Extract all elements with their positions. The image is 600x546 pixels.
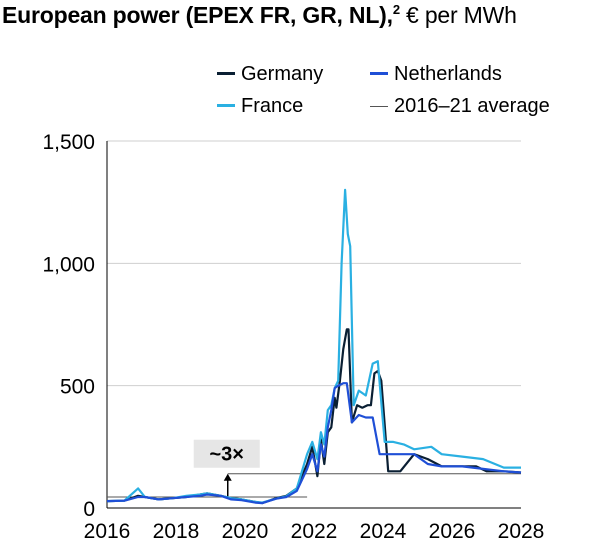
series-layer — [106, 188, 522, 505]
x-tick-label-2026: 2026 — [429, 520, 476, 543]
annotation-layer: ~3× — [193, 439, 521, 497]
x-tick-label-2016: 2016 — [84, 520, 131, 543]
series-line-france — [106, 188, 521, 504]
tick-layer: 0 500 1,000 1,500 2016 2018 2020 2022 2024 2026 20… — [42, 131, 544, 543]
chart-title-footnote: 2 — [392, 2, 400, 17]
legend-label-netherlands: Netherlands — [394, 63, 502, 85]
chart-title: European power (EPEX FR, GR, NL),2 € per… — [2, 2, 517, 29]
grid-layer — [107, 140, 521, 387]
axis-layer — [106, 141, 521, 509]
legend-label-france: France — [241, 95, 304, 117]
annotation-box — [193, 439, 260, 468]
annotation-label: ~3× — [210, 444, 244, 466]
chart-title-bold: European power (EPEX FR, GR, NL), — [2, 2, 393, 28]
x-tick-label-2018: 2018 — [153, 520, 200, 543]
legend-label-germany: Germany — [241, 63, 324, 85]
legend-swatch-france — [217, 104, 235, 108]
legend-item-average: 2016–21 average — [370, 94, 550, 118]
chart-legend: Germany Netherlands France 2016–21 avera… — [0, 0, 600, 130]
legend-item-netherlands: Netherlands — [370, 62, 502, 86]
legend-label-average: 2016–21 average — [394, 95, 550, 117]
series-line-germany — [106, 328, 522, 505]
y-tick-label-0: 0 — [83, 498, 95, 521]
x-tick-label-2020: 2020 — [222, 520, 269, 543]
y-tick-label-1,500: 1,500 — [42, 131, 95, 154]
y-tick-label-500: 500 — [60, 376, 95, 399]
chart-title-unit: € per MWh — [399, 2, 517, 28]
y-tick-label-1,000: 1,000 — [42, 253, 95, 276]
x-tick-label-2022: 2022 — [291, 520, 338, 543]
x-tick-label-2024: 2024 — [360, 520, 407, 543]
legend-item-france: France — [217, 94, 303, 118]
series-line-netherlands — [106, 382, 522, 505]
x-tick-label-2028: 2028 — [498, 520, 545, 543]
legend-item-germany: Germany — [217, 62, 323, 86]
legend-swatch-average — [370, 106, 388, 108]
legend-swatch-netherlands — [370, 72, 388, 76]
legend-swatch-germany — [217, 72, 235, 76]
annotation-arrow-head — [223, 473, 232, 481]
